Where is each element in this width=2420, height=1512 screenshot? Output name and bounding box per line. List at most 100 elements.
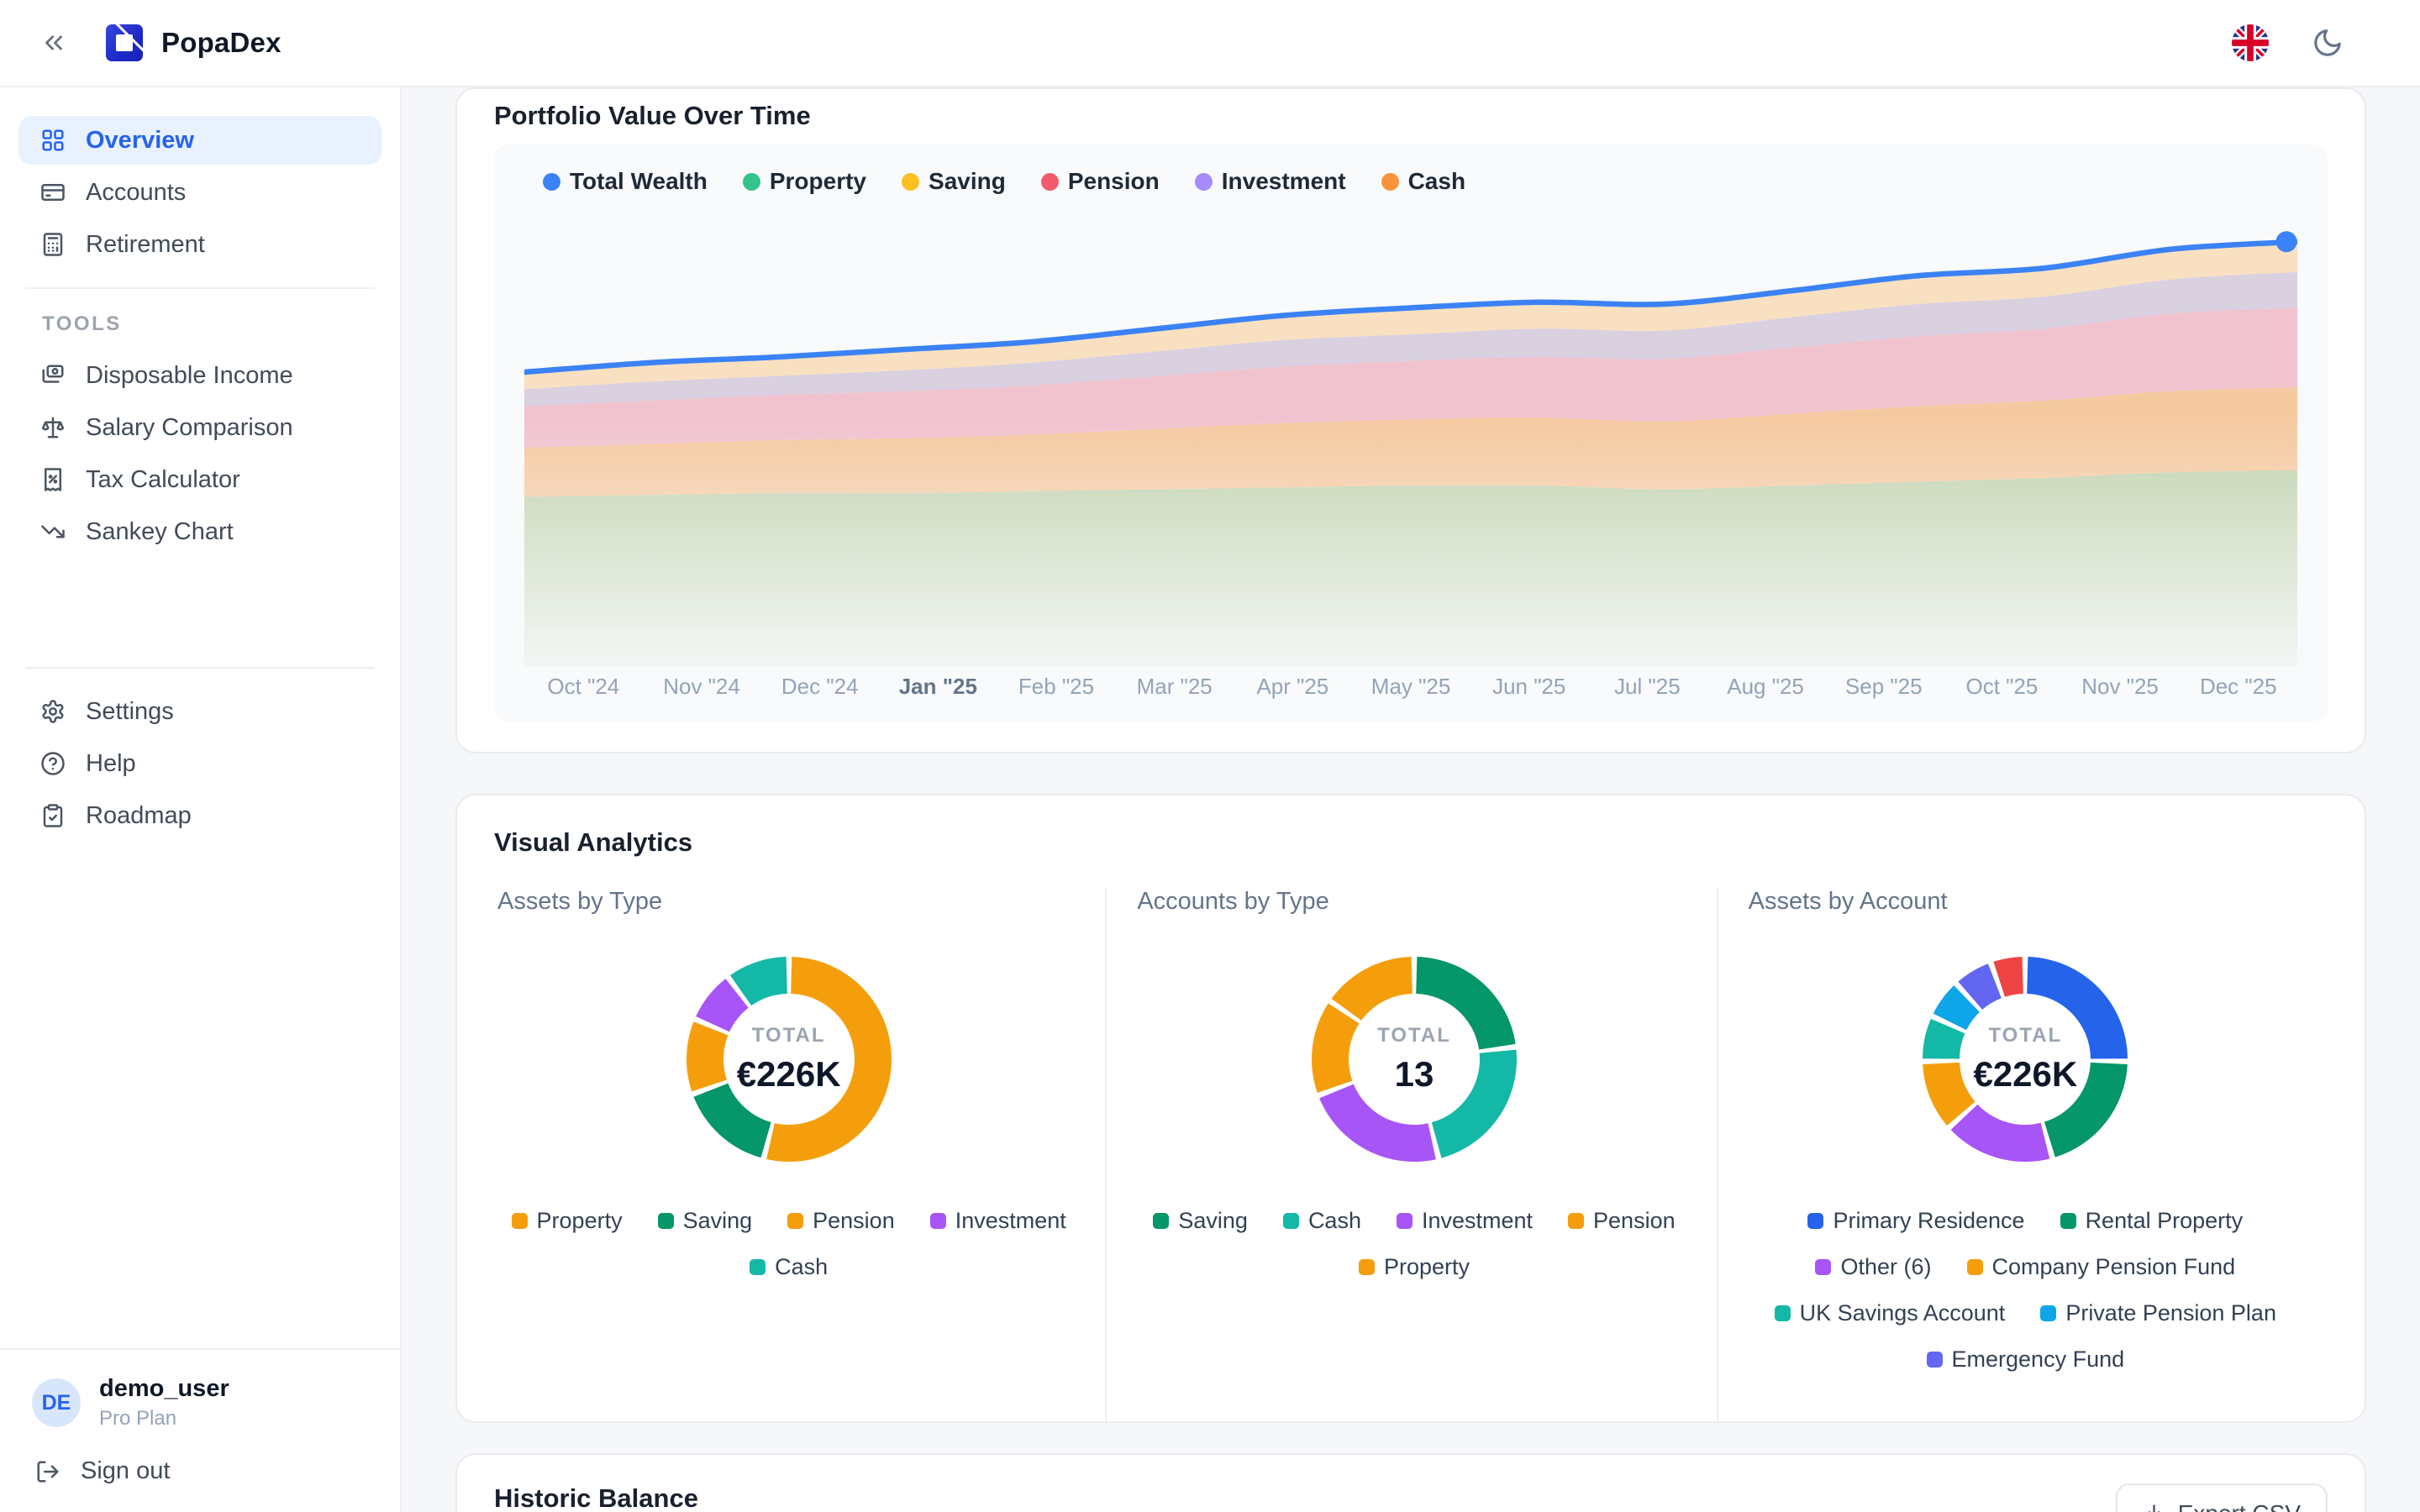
download-icon xyxy=(2143,1503,2165,1512)
chevrons-left-icon xyxy=(39,29,68,57)
panel-title: Accounts by Type xyxy=(1137,888,1691,916)
plan-badge: Pro Plan xyxy=(99,1407,229,1431)
historic-balance-title: Historic Balance xyxy=(494,1483,698,1512)
banknote-icon xyxy=(40,363,66,388)
legend-swatch xyxy=(658,1213,674,1229)
legend-swatch xyxy=(1815,1259,1831,1275)
sidebar-item-disposable-income[interactable]: Disposable Income xyxy=(18,351,381,400)
legend-item: Property xyxy=(512,1208,623,1234)
legend-item: Private Pension Plan xyxy=(2040,1300,2276,1326)
sidebar-item-label: Disposable Income xyxy=(86,362,293,390)
sidebar-item-label: Settings xyxy=(86,698,174,726)
accounts-by-type-panel: Accounts by Type TOTAL 13 SavingCashInve… xyxy=(1105,888,1716,1421)
sidebar-item-salary-comparison[interactable]: Salary Comparison xyxy=(18,403,381,452)
stacked-area-chart xyxy=(524,213,2297,667)
legend-item: Primary Residence xyxy=(1807,1208,2024,1234)
x-tick: Jan "25 xyxy=(879,674,997,700)
dark-mode-toggle[interactable] xyxy=(2309,24,2346,61)
x-tick: Sep "25 xyxy=(1824,674,1943,700)
visual-analytics-card: Visual Analytics Assets by Type TOTAL €2… xyxy=(455,794,2366,1423)
legend-item: Other (6) xyxy=(1815,1254,1931,1280)
donut-segment xyxy=(1951,1105,2050,1162)
legend-item: Cash xyxy=(1283,1208,1361,1234)
sidebar-item-label: Sankey Chart xyxy=(86,518,234,546)
sign-out-button[interactable]: Sign out xyxy=(32,1457,368,1485)
sidebar-item-tax-calculator[interactable]: Tax Calculator xyxy=(18,455,381,504)
legend-swatch xyxy=(1397,1213,1413,1229)
sidebar-item-help[interactable]: Help xyxy=(18,739,381,788)
sidebar-item-retirement[interactable]: Retirement xyxy=(18,220,381,269)
donut-segment xyxy=(1332,957,1413,1021)
legend-item: Investment xyxy=(930,1208,1066,1234)
donut-legend: SavingCashInvestmentPensionProperty xyxy=(1137,1208,1691,1280)
panel-title: Assets by Account xyxy=(1749,888,2302,916)
legend-dot xyxy=(1041,173,1059,191)
donut-chart-svg xyxy=(1309,954,1519,1164)
user-profile[interactable]: DE demo_user Pro Plan xyxy=(32,1375,368,1431)
legend-item: Investment xyxy=(1397,1208,1533,1234)
legend-swatch xyxy=(1775,1305,1791,1321)
visual-analytics-title: Visual Analytics xyxy=(494,827,2328,858)
legend-item: Investment xyxy=(1195,168,1346,195)
analytics-grid: Assets by Type TOTAL €226K PropertySavin… xyxy=(494,888,2328,1421)
clipboard-check-icon xyxy=(40,803,66,828)
export-csv-button[interactable]: Export CSV xyxy=(2116,1483,2328,1512)
assets-by-account-donut: TOTAL €226K xyxy=(1749,954,2302,1164)
legend-swatch xyxy=(512,1213,528,1229)
sidebar-item-overview[interactable]: Overview xyxy=(18,116,381,165)
sidebar-item-settings[interactable]: Settings xyxy=(18,687,381,736)
tools-section-label: TOOLS xyxy=(42,312,381,336)
donut-segment xyxy=(1319,1084,1436,1162)
calculator-icon xyxy=(40,232,66,257)
sidebar-item-label: Tax Calculator xyxy=(86,466,240,494)
x-tick: Dec "25 xyxy=(2179,674,2297,700)
portfolio-title: Portfolio Value Over Time xyxy=(494,101,2328,131)
legend-dot xyxy=(743,173,760,191)
sidebar-divider xyxy=(25,667,375,669)
legend-swatch xyxy=(787,1213,803,1229)
legend-item: Pension xyxy=(1568,1208,1676,1234)
scale-icon xyxy=(40,415,66,440)
x-tick: Oct "25 xyxy=(1943,674,2061,700)
x-tick: Mar "25 xyxy=(1115,674,1234,700)
sidebar-item-roadmap[interactable]: Roadmap xyxy=(18,791,381,840)
donut-segment xyxy=(693,1084,771,1158)
gear-icon xyxy=(40,699,66,724)
portfolio-chart-container: Total WealthPropertySavingPensionInvestm… xyxy=(494,144,2328,722)
user-panel: DE demo_user Pro Plan Sign out xyxy=(0,1348,400,1512)
top-bar: PopaDex xyxy=(0,0,2420,87)
x-tick: Dec "24 xyxy=(760,674,879,700)
x-tick: Nov "25 xyxy=(2061,674,2180,700)
legend-swatch xyxy=(2060,1213,2076,1229)
log-out-icon xyxy=(35,1459,60,1484)
x-tick: Oct "24 xyxy=(524,674,643,700)
legend-dot xyxy=(543,173,560,191)
sidebar-collapse-button[interactable] xyxy=(35,24,72,61)
legend-swatch xyxy=(750,1259,765,1275)
legend-swatch xyxy=(1967,1259,1983,1275)
legend-swatch xyxy=(1153,1213,1169,1229)
panel-title: Assets by Type xyxy=(497,888,1080,916)
donut-segment xyxy=(1432,1050,1517,1158)
assets-by-type-panel: Assets by Type TOTAL €226K PropertySavin… xyxy=(494,888,1105,1421)
export-csv-label: Export CSV xyxy=(2178,1500,2301,1512)
sidebar-item-label: Retirement xyxy=(86,231,205,259)
donut-legend: Primary ResidenceRental PropertyOther (6… xyxy=(1749,1208,2302,1373)
sidebar-item-label: Roadmap xyxy=(86,802,192,830)
x-tick: May "25 xyxy=(1352,674,1470,700)
x-tick: Jun "25 xyxy=(1470,674,1588,700)
sidebar-item-sankey-chart[interactable]: Sankey Chart xyxy=(18,507,381,556)
sidebar-item-accounts[interactable]: Accounts xyxy=(18,168,381,217)
uk-flag-language-icon[interactable] xyxy=(2232,24,2269,61)
legend-item: Saving xyxy=(902,168,1006,195)
legend-dot xyxy=(902,173,919,191)
receipt-percent-icon xyxy=(40,467,66,492)
legend-item: Cash xyxy=(750,1254,828,1280)
legend-dot xyxy=(1195,173,1213,191)
area-chart-svg xyxy=(524,213,2297,667)
sidebar-item-label: Help xyxy=(86,750,136,778)
credit-card-icon xyxy=(40,180,66,205)
legend-dot xyxy=(1381,173,1399,191)
popadex-logo xyxy=(106,24,143,61)
donut-segment xyxy=(2044,1063,2128,1158)
